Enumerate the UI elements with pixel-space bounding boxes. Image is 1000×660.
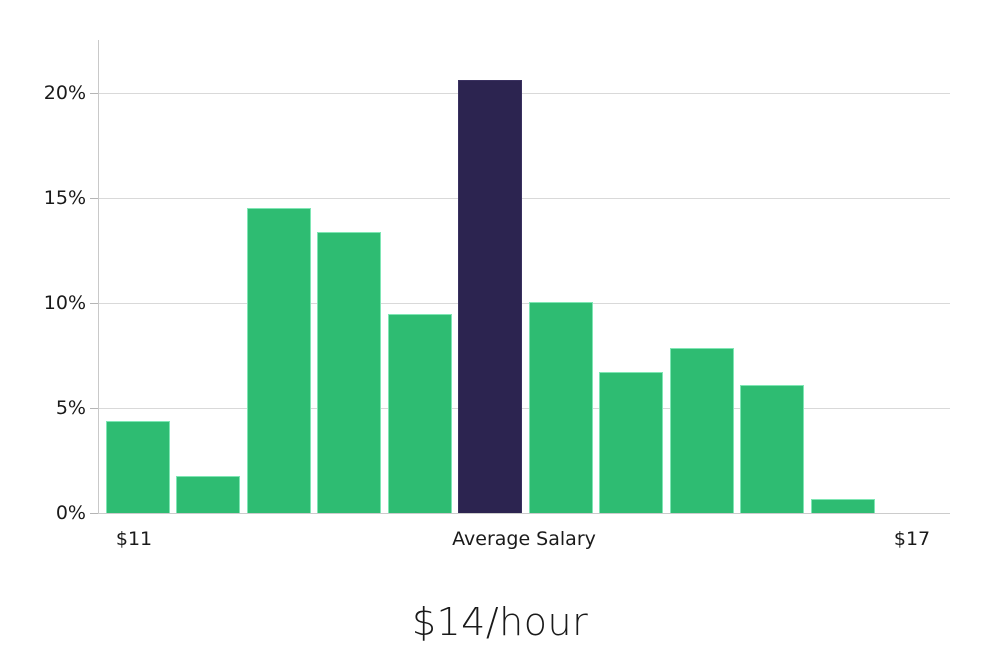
bar[interactable] (599, 372, 664, 513)
chart-title: $14/hour (411, 600, 589, 644)
x-tick-label-left: $11 (115, 528, 153, 550)
bar[interactable] (246, 208, 311, 513)
bar[interactable] (458, 79, 523, 513)
y-tick-label: 5% (55, 396, 86, 419)
x-axis-title: Average Salary (452, 528, 596, 550)
bar-series (98, 40, 950, 513)
bar[interactable] (528, 301, 593, 513)
y-tick-label: 10% (43, 291, 86, 314)
gridline (98, 407, 950, 409)
y-tick-mark (90, 513, 98, 514)
y-tick-mark (90, 302, 98, 304)
bar[interactable] (106, 420, 170, 513)
y-tick-mark (90, 407, 98, 409)
y-axis-spine (98, 40, 99, 514)
x-tick-label-right: $17 (893, 528, 931, 550)
bar[interactable] (669, 347, 734, 513)
y-tick-label: 20% (43, 81, 86, 104)
y-tick-label: 15% (43, 186, 86, 209)
bar[interactable] (387, 314, 452, 513)
bar[interactable] (317, 232, 382, 513)
bar[interactable] (740, 384, 805, 513)
gridline (98, 92, 950, 94)
y-tick-mark (90, 92, 98, 94)
x-axis-line (98, 513, 950, 514)
bar[interactable] (810, 499, 875, 513)
gridline (98, 302, 950, 304)
y-tick-mark (90, 197, 98, 199)
gridline (98, 197, 950, 199)
y-tick-label: 0% (55, 502, 86, 524)
bar[interactable] (176, 476, 241, 513)
